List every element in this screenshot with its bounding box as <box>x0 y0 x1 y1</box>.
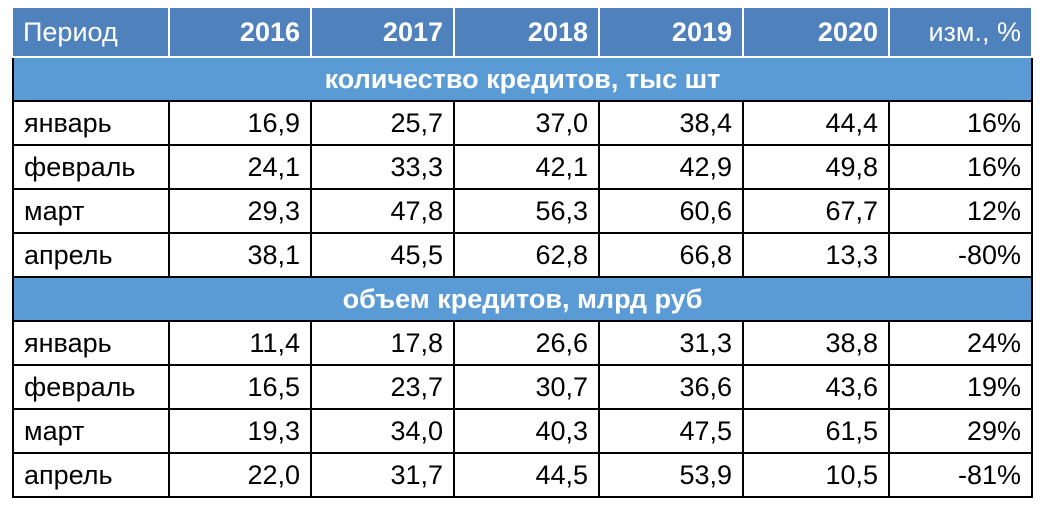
cell: 43,6 <box>742 364 890 410</box>
cell: 30,7 <box>453 364 600 410</box>
data-row: апрель 22,0 31,7 44,5 53,9 10,5 -81% <box>12 452 1033 498</box>
row-label: февраль <box>12 144 170 190</box>
cell: 34,0 <box>310 408 455 454</box>
row-label: февраль <box>12 364 170 410</box>
cell: -81% <box>888 452 1033 498</box>
data-row: январь 16,9 25,7 37,0 38,4 44,4 16% <box>12 100 1033 146</box>
section-title: объем кредитов, млрд руб <box>12 276 1033 322</box>
row-label: январь <box>12 100 170 146</box>
cell: 24% <box>888 320 1033 366</box>
cell: 33,3 <box>310 144 455 190</box>
cell: 16% <box>888 100 1033 146</box>
cell: 36,6 <box>598 364 744 410</box>
header-cell: 2020 <box>743 8 890 58</box>
cell: 66,8 <box>598 232 744 278</box>
row-label: апрель <box>12 452 170 498</box>
cell: 37,0 <box>453 100 600 146</box>
cell: -80% <box>888 232 1033 278</box>
cell: 42,9 <box>598 144 744 190</box>
cell: 67,7 <box>742 188 890 234</box>
cell: 11,4 <box>168 320 312 366</box>
cell: 38,4 <box>598 100 744 146</box>
cell: 22,0 <box>168 452 312 498</box>
cell: 16,9 <box>168 100 312 146</box>
cell: 31,3 <box>598 320 744 366</box>
cell: 23,7 <box>310 364 455 410</box>
cell: 38,8 <box>742 320 890 366</box>
cell: 38,1 <box>168 232 312 278</box>
row-label: март <box>12 188 170 234</box>
header-row: Период 2016 2017 2018 2019 2020 изм., % <box>13 8 1033 58</box>
section-row: объем кредитов, млрд руб <box>12 276 1033 322</box>
cell: 62,8 <box>453 232 600 278</box>
cell: 16,5 <box>168 364 312 410</box>
cell: 42,1 <box>453 144 600 190</box>
cell: 44,5 <box>453 452 600 498</box>
cell: 56,3 <box>453 188 600 234</box>
header-cell: Период <box>13 8 170 58</box>
row-label: январь <box>12 320 170 366</box>
cell: 26,6 <box>453 320 600 366</box>
cell: 53,9 <box>598 452 744 498</box>
cell: 31,7 <box>310 452 455 498</box>
header-cell: 2018 <box>454 8 600 58</box>
cell: 40,3 <box>453 408 600 454</box>
cell: 13,3 <box>742 232 890 278</box>
cell: 49,8 <box>742 144 890 190</box>
cell: 12% <box>888 188 1033 234</box>
cell: 25,7 <box>310 100 455 146</box>
cell: 45,5 <box>310 232 455 278</box>
data-row: январь 11,4 17,8 26,6 31,3 38,8 24% <box>12 320 1033 366</box>
cell: 47,8 <box>310 188 455 234</box>
header-cell: изм., % <box>889 8 1033 58</box>
cell: 29% <box>888 408 1033 454</box>
header-cell: 2019 <box>599 8 744 58</box>
cell: 47,5 <box>598 408 744 454</box>
cell: 44,4 <box>742 100 890 146</box>
cell: 16% <box>888 144 1033 190</box>
data-row: февраль 16,5 23,7 30,7 36,6 43,6 19% <box>12 364 1033 410</box>
data-row: февраль 24,1 33,3 42,1 42,9 49,8 16% <box>12 144 1033 190</box>
data-table: Период 2016 2017 2018 2019 2020 изм., % количес… <box>12 8 1033 498</box>
header-cell: 2016 <box>169 8 312 58</box>
cell: 19% <box>888 364 1033 410</box>
cell: 29,3 <box>168 188 312 234</box>
cell: 61,5 <box>742 408 890 454</box>
table-body: Период 2016 2017 2018 2019 2020 изм., % количес… <box>12 8 1033 498</box>
data-row: март 29,3 47,8 56,3 60,6 67,7 12% <box>12 188 1033 234</box>
section-title: количество кредитов, тыс шт <box>12 56 1033 102</box>
row-label: апрель <box>12 232 170 278</box>
section-row: количество кредитов, тыс шт <box>12 56 1033 102</box>
data-row: март 19,3 34,0 40,3 47,5 61,5 29% <box>12 408 1033 454</box>
data-row: апрель 38,1 45,5 62,8 66,8 13,3 -80% <box>12 232 1033 278</box>
cell: 17,8 <box>310 320 455 366</box>
cell: 24,1 <box>168 144 312 190</box>
header-cell: 2017 <box>311 8 455 58</box>
row-label: март <box>12 408 170 454</box>
cell: 60,6 <box>598 188 744 234</box>
cell: 19,3 <box>168 408 312 454</box>
cell: 10,5 <box>742 452 890 498</box>
